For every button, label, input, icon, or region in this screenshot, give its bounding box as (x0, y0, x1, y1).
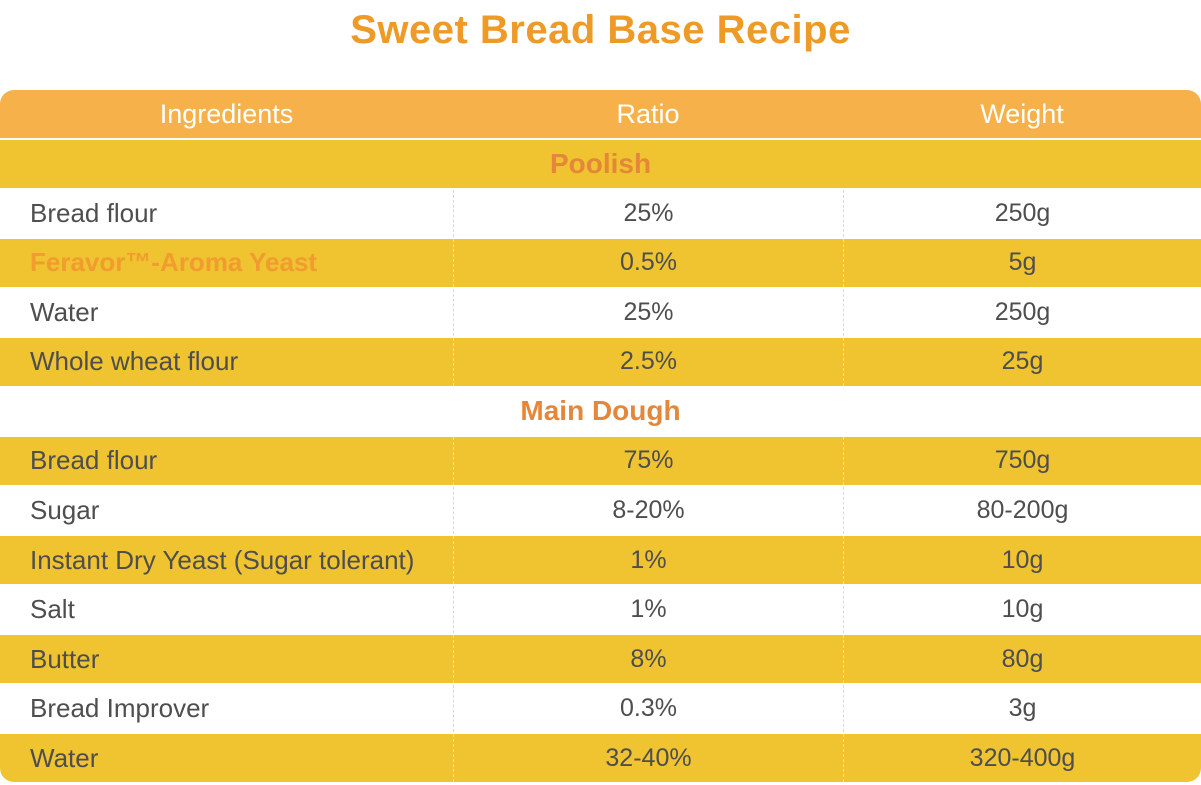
table-row: Whole wheat flour 2.5% 25g (0, 336, 1201, 386)
recipe-table: Ingredients Ratio Weight Poolish Bread f… (0, 90, 1201, 782)
ingredient-cell: Water (30, 742, 99, 773)
table-row: Salt 1% 10g (0, 583, 1201, 634)
ingredient-cell: Water (30, 296, 99, 327)
section-row-main-dough: Main Dough (0, 385, 1201, 436)
section-row-poolish: Poolish (0, 138, 1201, 188)
table-row: Bread flour 25% 250g (0, 187, 1201, 238)
ratio-cell: 32-40% (453, 734, 843, 782)
ingredient-cell: Sugar (30, 494, 100, 525)
ingredient-cell: Bread flour (30, 445, 158, 476)
page-title: Sweet Bread Base Recipe (350, 8, 851, 52)
weight-cell: 3g (843, 684, 1201, 733)
table-row: Water 32-40% 320-400g (0, 732, 1201, 782)
weight-cell: 750g (843, 437, 1201, 485)
ratio-cell: 25% (453, 189, 843, 238)
weight-cell: 10g (843, 536, 1201, 584)
table-row: Feravor™-Aroma Yeast 0.5% 5g (0, 237, 1201, 287)
table-row: Bread Improver 0.3% 3g (0, 682, 1201, 733)
ingredient-cell: Whole wheat flour (30, 346, 239, 377)
ratio-cell: 0.5% (453, 239, 843, 287)
table-row: Butter 8% 80g (0, 633, 1201, 683)
ingredient-cell: Butter (30, 643, 100, 674)
weight-cell: 250g (843, 288, 1201, 337)
ratio-cell: 2.5% (453, 338, 843, 386)
weight-cell: 25g (843, 338, 1201, 386)
ingredient-cell-brand: Feravor™-Aroma Yeast (30, 247, 318, 278)
ratio-cell: 75% (453, 437, 843, 485)
ratio-cell: 0.3% (453, 684, 843, 733)
weight-cell: 320-400g (843, 734, 1201, 782)
ratio-cell: 1% (453, 536, 843, 584)
table-row: Water 25% 250g (0, 286, 1201, 337)
ingredient-cell: Salt (30, 594, 75, 625)
section-label: Main Dough (520, 395, 681, 427)
ingredient-cell: Bread flour (30, 197, 158, 228)
ratio-cell: 1% (453, 585, 843, 634)
section-label: Poolish (549, 147, 652, 179)
table-header-row: Ingredients Ratio Weight (0, 90, 1201, 138)
weight-cell: 5g (843, 239, 1201, 287)
table-row: Bread flour 75% 750g (0, 435, 1201, 485)
header-ratio: Ratio (616, 98, 680, 129)
table-row: Instant Dry Yeast (Sugar tolerant) 1% 10… (0, 534, 1201, 584)
table-row: Sugar 8-20% 80-200g (0, 484, 1201, 535)
ratio-cell: 8% (453, 635, 843, 683)
weight-cell: 250g (843, 189, 1201, 238)
weight-cell: 80-200g (843, 486, 1201, 535)
header-weight: Weight (980, 98, 1064, 129)
weight-cell: 80g (843, 635, 1201, 683)
ratio-cell: 8-20% (453, 486, 843, 535)
header-ingredients: Ingredients (159, 98, 294, 129)
ingredient-cell: Bread Improver (30, 693, 210, 724)
ingredient-cell: Instant Dry Yeast (Sugar tolerant) (30, 544, 415, 575)
ratio-cell: 25% (453, 288, 843, 337)
weight-cell: 10g (843, 585, 1201, 634)
